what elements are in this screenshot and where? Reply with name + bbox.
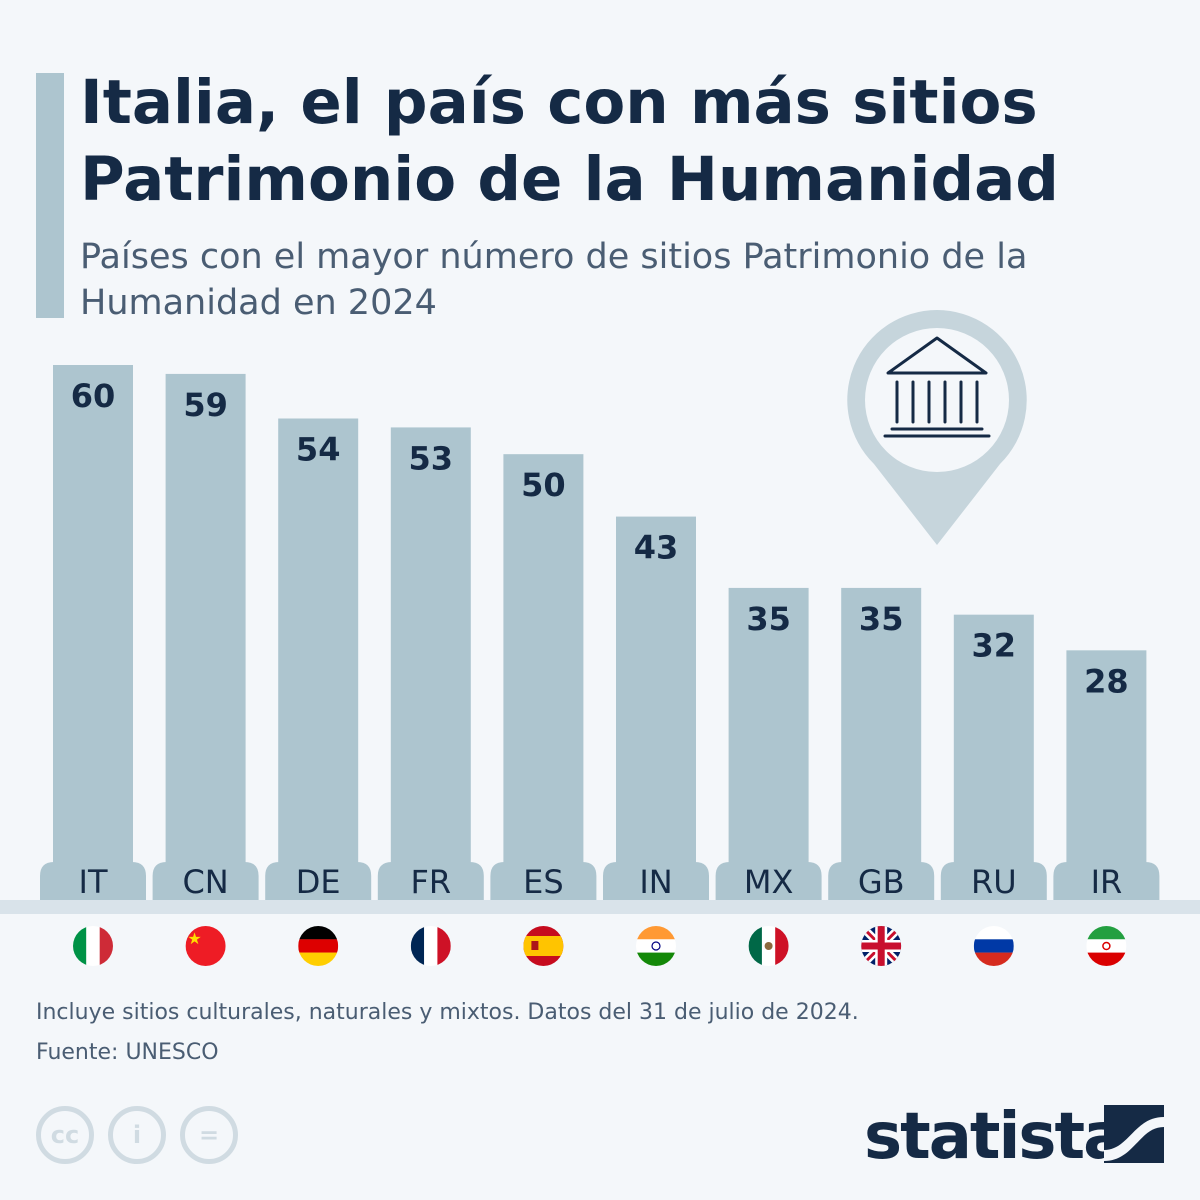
category-tab	[40, 862, 146, 900]
bar-IN	[616, 516, 696, 900]
attribution-icon[interactable]: i	[108, 1106, 166, 1164]
india-flag-icon	[636, 926, 676, 966]
category-tab	[265, 862, 372, 900]
russia-flag-icon	[973, 926, 1014, 966]
bar-DE	[278, 418, 359, 900]
cc-icon[interactable]: cc	[36, 1106, 94, 1164]
category-tab	[490, 862, 597, 900]
germany-flag-icon	[298, 926, 339, 966]
svg-text:★: ★	[187, 929, 201, 948]
data-label: 60	[71, 377, 116, 415]
category-tab	[940, 862, 1047, 900]
data-label: 35	[859, 600, 904, 638]
statista-logo-icon	[1104, 1105, 1164, 1163]
tick-label: IT	[79, 863, 108, 901]
iran-flag-icon	[1086, 926, 1127, 966]
footnote: Incluye sitios culturales, naturales y m…	[36, 1000, 859, 1025]
bar-MX	[728, 587, 809, 900]
category-tab	[152, 862, 259, 900]
category-tab	[828, 862, 935, 900]
data-label: 32	[972, 627, 1017, 665]
bar-GB	[841, 587, 922, 900]
bar-CN	[165, 373, 246, 901]
bar-IT	[53, 365, 133, 900]
data-label: 43	[634, 529, 679, 567]
france-flag-icon	[410, 926, 451, 966]
uk-flag-icon	[861, 926, 902, 966]
category-tab	[715, 862, 822, 900]
category-tab	[1053, 862, 1160, 900]
data-label: 53	[409, 439, 454, 477]
china-flag-icon: ★	[185, 926, 226, 966]
title-accent-bar	[36, 73, 64, 318]
chart-title: Italia, el país con más sitios Patrimoni…	[80, 67, 1059, 215]
tick-label: DE	[296, 863, 341, 901]
data-label: 35	[746, 600, 791, 638]
baseline-strip	[0, 900, 1200, 914]
category-tab	[377, 862, 484, 900]
tick-label: ES	[523, 863, 564, 901]
statista-logo[interactable]: statista	[864, 1100, 1126, 1174]
bar-IR	[1066, 650, 1147, 900]
source: Fuente: UNESCO	[36, 1040, 219, 1065]
mexico-flag-icon	[748, 926, 789, 966]
tick-label: FR	[410, 863, 451, 901]
tick-label: IR	[1091, 863, 1123, 901]
tick-label: IN	[639, 863, 672, 901]
bar-ES	[503, 454, 584, 900]
no-derivatives-icon[interactable]: =	[180, 1106, 238, 1164]
landmark-pin-icon	[847, 310, 1027, 545]
tick-label: CN	[182, 863, 228, 901]
bar-RU	[953, 614, 1034, 900]
tick-label: RU	[971, 863, 1017, 901]
data-label: 54	[296, 431, 341, 469]
tick-label: MX	[744, 863, 794, 901]
tick-label: GB	[858, 863, 905, 901]
italy-flag-icon	[73, 926, 113, 966]
chart-subtitle: Países con el mayor número de sitios Pat…	[80, 237, 1028, 323]
data-label: 28	[1084, 662, 1129, 700]
category-tab	[603, 862, 709, 900]
data-label: 50	[521, 466, 566, 504]
bar-FR	[390, 427, 471, 900]
data-label: 59	[183, 386, 228, 424]
spain-flag-icon	[523, 926, 564, 966]
